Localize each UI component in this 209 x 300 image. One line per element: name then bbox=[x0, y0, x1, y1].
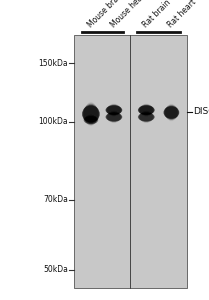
Ellipse shape bbox=[84, 103, 98, 124]
Ellipse shape bbox=[139, 105, 154, 116]
Ellipse shape bbox=[106, 105, 122, 115]
Ellipse shape bbox=[138, 112, 154, 122]
Text: 70kDa: 70kDa bbox=[43, 195, 68, 204]
Ellipse shape bbox=[139, 105, 154, 116]
Ellipse shape bbox=[106, 105, 122, 115]
Ellipse shape bbox=[106, 106, 122, 115]
Ellipse shape bbox=[164, 106, 179, 119]
Ellipse shape bbox=[139, 112, 154, 122]
Ellipse shape bbox=[107, 104, 121, 116]
Ellipse shape bbox=[106, 112, 122, 122]
Ellipse shape bbox=[165, 105, 178, 120]
Ellipse shape bbox=[106, 112, 122, 122]
Ellipse shape bbox=[83, 104, 98, 124]
Ellipse shape bbox=[84, 116, 98, 124]
Ellipse shape bbox=[106, 105, 122, 115]
Ellipse shape bbox=[106, 112, 122, 122]
Text: Rat heart: Rat heart bbox=[166, 0, 198, 29]
Ellipse shape bbox=[106, 105, 122, 115]
Ellipse shape bbox=[83, 116, 98, 124]
Ellipse shape bbox=[164, 105, 178, 120]
Ellipse shape bbox=[107, 112, 121, 122]
Ellipse shape bbox=[138, 112, 155, 121]
Ellipse shape bbox=[138, 106, 155, 115]
Ellipse shape bbox=[84, 116, 98, 124]
Ellipse shape bbox=[83, 105, 99, 123]
Ellipse shape bbox=[82, 106, 100, 122]
Ellipse shape bbox=[164, 106, 179, 119]
Ellipse shape bbox=[164, 106, 179, 119]
Ellipse shape bbox=[138, 105, 154, 115]
Ellipse shape bbox=[82, 105, 99, 123]
Text: DISC1: DISC1 bbox=[193, 107, 209, 116]
Ellipse shape bbox=[84, 116, 98, 124]
Ellipse shape bbox=[107, 105, 121, 116]
Ellipse shape bbox=[138, 105, 155, 115]
Ellipse shape bbox=[139, 104, 153, 116]
Ellipse shape bbox=[83, 104, 99, 124]
Ellipse shape bbox=[107, 104, 121, 116]
Text: 50kDa: 50kDa bbox=[43, 266, 68, 274]
Ellipse shape bbox=[163, 106, 179, 119]
Ellipse shape bbox=[164, 106, 179, 119]
Ellipse shape bbox=[82, 106, 100, 122]
Ellipse shape bbox=[165, 105, 178, 120]
Ellipse shape bbox=[106, 112, 121, 122]
Ellipse shape bbox=[83, 104, 99, 124]
Ellipse shape bbox=[107, 112, 121, 122]
Ellipse shape bbox=[139, 105, 154, 115]
Ellipse shape bbox=[106, 112, 122, 121]
Ellipse shape bbox=[139, 112, 154, 122]
Text: 150kDa: 150kDa bbox=[38, 58, 68, 68]
Text: Mouse brain: Mouse brain bbox=[86, 0, 125, 29]
Ellipse shape bbox=[139, 104, 153, 116]
Ellipse shape bbox=[83, 105, 99, 123]
Text: Rat brain: Rat brain bbox=[141, 0, 172, 29]
Ellipse shape bbox=[138, 105, 154, 115]
Ellipse shape bbox=[84, 116, 98, 124]
Ellipse shape bbox=[106, 105, 121, 116]
Ellipse shape bbox=[138, 112, 154, 122]
Bar bbox=[74, 34, 187, 288]
Ellipse shape bbox=[84, 116, 98, 124]
Text: Mouse heart: Mouse heart bbox=[109, 0, 149, 29]
Ellipse shape bbox=[138, 113, 155, 121]
Ellipse shape bbox=[139, 112, 153, 122]
Ellipse shape bbox=[106, 113, 122, 121]
Text: 100kDa: 100kDa bbox=[38, 117, 68, 126]
Ellipse shape bbox=[164, 105, 178, 120]
Ellipse shape bbox=[139, 112, 154, 122]
